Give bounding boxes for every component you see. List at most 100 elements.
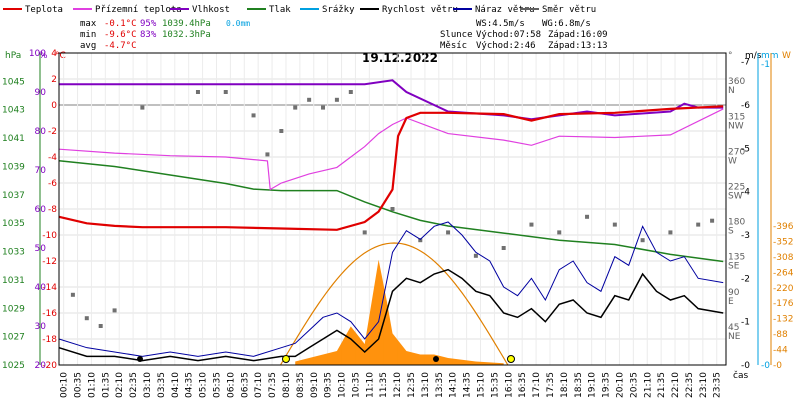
tick-celsius-6: -8 (48, 205, 57, 215)
tick-dir-deg-6: 90 (728, 288, 740, 298)
tick-x-15: 07:35 (268, 372, 278, 398)
stats-sun-label: Slunce (440, 30, 473, 40)
stats-ws: WS:4.5m/s (476, 19, 525, 29)
tick-x-39: 19:35 (602, 372, 612, 398)
tick-solar-1: -44 (773, 346, 788, 356)
stats-moonset: Západ:13:13 (548, 41, 608, 51)
tick-x-32: 16:10 (504, 372, 514, 398)
stats-min-hum: 83% (140, 30, 157, 40)
tick-hpa-2: 1029 (2, 304, 25, 314)
tick-x-46: 23:10 (699, 372, 709, 398)
legend-smer: Směr větru (542, 5, 596, 15)
wind-direction-point (473, 253, 478, 258)
wind-direction-point (348, 90, 353, 94)
stats-max-temp: -0.1°C (104, 19, 137, 29)
wind-direction-point (710, 218, 715, 223)
stats-avg-label: avg (80, 41, 96, 51)
legend-vlhkost: Vlhkost (192, 5, 230, 15)
axis-unit-precip: mm (761, 51, 779, 61)
stats-min-temp: -9.6°C (104, 30, 137, 40)
tick-x-16: 08:10 (282, 372, 292, 398)
tick-x-14: 07:10 (254, 372, 264, 398)
tick-x-26: 13:10 (421, 372, 431, 398)
tick-hpa-9: 1043 (2, 106, 25, 116)
legend-prizemni: Přízemní teplota (95, 5, 182, 15)
tick-wind-2: -2 (741, 274, 750, 284)
tick-hpa-5: 1035 (2, 219, 25, 229)
tick-celsius-7: -6 (48, 179, 57, 189)
tick-solar-4: -176 (773, 299, 794, 309)
tick-percent-8: 100 (29, 49, 46, 59)
tick-precip-0: -0 (761, 361, 770, 371)
wind-direction-point (501, 246, 506, 250)
legend-naraz: Náraz větru (475, 5, 535, 15)
tick-solar-6: -264 (773, 268, 794, 278)
wind-direction-point (223, 90, 228, 94)
tick-dir-name-3: SW (728, 192, 743, 202)
x-axis-label: čas (733, 370, 748, 381)
stats-precip: 0.0mm (226, 19, 250, 28)
tick-x-33: 16:35 (518, 372, 528, 398)
wind-direction-point (265, 152, 270, 157)
tick-x-47: 23:35 (713, 372, 723, 398)
tick-x-11: 05:35 (212, 372, 222, 398)
tick-x-21: 10:35 (351, 372, 361, 398)
tick-hpa-10: 1045 (2, 77, 25, 87)
axis-unit-solar: W (782, 51, 791, 61)
tick-solar-3: -132 (773, 315, 793, 325)
stats-min-pres: 1032.3hPa (162, 30, 211, 40)
tick-x-41: 20:35 (629, 372, 639, 398)
tick-solar-5: -220 (773, 284, 794, 294)
series-prizemni-teplota (58, 108, 724, 191)
tick-x-28: 14:10 (449, 372, 459, 398)
tick-wind-4: -4 (741, 188, 750, 198)
series-solar-area (295, 259, 504, 365)
tick-x-30: 15:10 (477, 372, 487, 398)
tick-dir-name-2: W (728, 156, 737, 166)
tick-x-35: 17:35 (546, 372, 556, 398)
tick-solar-0: -0 (773, 361, 782, 371)
tick-x-20: 10:10 (338, 372, 348, 398)
tick-dir-deg-5: 135 (728, 253, 745, 263)
legend-rychlost: Rychlost větru (382, 5, 458, 15)
tick-celsius-12: 4 (51, 49, 57, 59)
tick-dir-deg-3: 225 (728, 183, 745, 193)
tick-celsius-1: -18 (42, 335, 57, 345)
sunrise-marker (282, 355, 290, 363)
wind-direction-point (307, 97, 312, 102)
tick-dir-name-4: S (728, 227, 734, 237)
tick-x-4: 02:10 (115, 372, 125, 398)
tick-x-9: 04:35 (185, 372, 195, 398)
tick-dir-name-1: NW (728, 121, 744, 131)
tick-hpa-8: 1041 (2, 134, 25, 144)
tick-precip-1: -1 (761, 60, 770, 70)
axis-unit-celsius: °C (55, 51, 66, 61)
tick-dir-deg-4: 180 (728, 218, 745, 228)
tick-x-1: 00:35 (74, 372, 84, 398)
wind-direction-point (585, 214, 590, 219)
x-axis: 00:10 00:35 01:10 01:35 02:10 02:35 03:10 03:35… (60, 372, 723, 398)
wind-direction-point (418, 238, 423, 243)
tick-x-24: 12:10 (393, 372, 403, 398)
tick-x-0: 00:10 (60, 372, 70, 398)
tick-dir-name-6: E (728, 297, 734, 307)
tick-x-42: 21:10 (643, 372, 653, 398)
tick-wind-5: -5 (741, 144, 750, 154)
left-axes: -20-18-16-14-12-10-8-6-4-202410251027102… (2, 49, 57, 371)
axis-unit-direction: ° (728, 51, 733, 61)
tick-solar-9: -396 (773, 222, 794, 232)
tick-x-31: 15:35 (490, 372, 500, 398)
wind-direction-point (390, 207, 395, 211)
stats-wg: WG:6.8m/s (542, 19, 591, 29)
tick-x-38: 19:10 (588, 372, 598, 398)
legend: Teplota Přízemní teplota Vlhkost Tlak Sr… (3, 5, 596, 15)
tick-dir-deg-1: 315 (728, 112, 745, 122)
stats-min-label: min (80, 30, 96, 40)
tick-solar-8: -352 (773, 237, 793, 247)
plot-border (58, 52, 727, 366)
tick-x-13: 06:35 (240, 372, 250, 398)
wind-direction-point (696, 222, 701, 227)
wind-direction-point (195, 90, 200, 94)
wind-direction-point (293, 105, 298, 110)
